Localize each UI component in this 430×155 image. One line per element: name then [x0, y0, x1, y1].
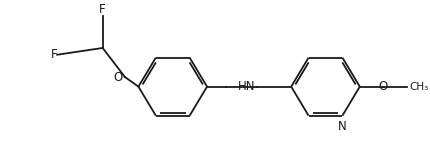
Text: N: N — [338, 120, 347, 133]
Text: F: F — [99, 3, 106, 16]
Text: O: O — [378, 80, 387, 93]
Text: CH₃: CH₃ — [409, 82, 428, 92]
Text: HN: HN — [238, 80, 255, 93]
Text: F: F — [51, 48, 57, 61]
Text: O: O — [114, 71, 123, 84]
